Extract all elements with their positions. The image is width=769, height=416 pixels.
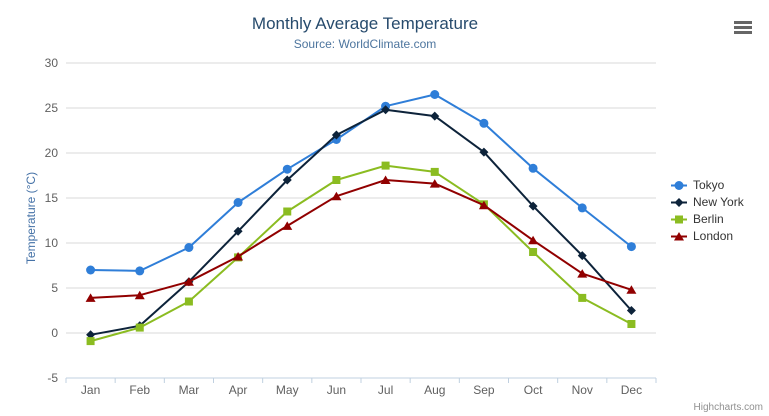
data-point-marker bbox=[529, 248, 538, 256]
data-point-marker bbox=[135, 323, 144, 332]
data-point-marker bbox=[282, 164, 292, 174]
chart-title: Monthly Average Temperature bbox=[251, 14, 479, 33]
square-legend-marker-icon bbox=[671, 215, 687, 223]
data-point-marker bbox=[674, 180, 684, 190]
data-point-marker bbox=[183, 277, 194, 286]
data-point-marker bbox=[184, 297, 193, 306]
hamburger-bar bbox=[734, 31, 752, 34]
hamburger-bar bbox=[734, 26, 752, 29]
data-point-marker bbox=[86, 337, 95, 346]
data-point-marker bbox=[134, 290, 145, 300]
x-axis-tick-label: Feb bbox=[129, 383, 151, 397]
legend-item-tokyo[interactable]: Tokyo bbox=[671, 178, 744, 192]
data-point-marker bbox=[381, 161, 390, 170]
series-line-london bbox=[89, 179, 633, 299]
circle-legend-marker-icon bbox=[671, 180, 687, 190]
diamond-legend-marker-icon bbox=[671, 197, 687, 207]
series-line-tokyo bbox=[89, 93, 633, 272]
y-axis-tick-label: 25 bbox=[44, 101, 58, 115]
data-point-marker bbox=[478, 200, 489, 210]
y-axis-tick-label: 30 bbox=[44, 56, 58, 70]
y-axis-tick-label: 15 bbox=[44, 191, 58, 205]
hamburger-bar bbox=[734, 21, 752, 24]
x-axis-tick-label: Mar bbox=[178, 383, 200, 397]
data-point-marker bbox=[577, 251, 587, 261]
x-axis-tick-label: Oct bbox=[523, 383, 543, 397]
data-point-marker bbox=[233, 226, 243, 236]
data-point-marker bbox=[86, 330, 96, 340]
data-point-marker bbox=[332, 176, 341, 184]
data-point-marker bbox=[626, 285, 637, 294]
x-axis-tick-label: Nov bbox=[571, 383, 593, 397]
data-point-marker bbox=[380, 175, 391, 184]
data-point-marker bbox=[626, 242, 636, 252]
legend-label: London bbox=[693, 229, 734, 243]
data-point-marker bbox=[479, 118, 489, 128]
legend-label: Berlin bbox=[693, 212, 724, 226]
data-point-marker bbox=[577, 203, 587, 213]
data-point-marker bbox=[675, 215, 683, 223]
data-point-marker bbox=[184, 243, 194, 252]
x-axis-tick-label: May bbox=[275, 383, 299, 397]
data-point-marker bbox=[528, 201, 538, 211]
x-axis-tick-label: Dec bbox=[620, 383, 643, 397]
x-axis-tick-label: Aug bbox=[424, 383, 446, 397]
data-point-marker bbox=[85, 293, 96, 302]
x-axis-tick-label: Jun bbox=[326, 383, 347, 397]
legend-label: New York bbox=[693, 195, 744, 209]
legend-label: Tokyo bbox=[693, 178, 725, 192]
data-point-marker bbox=[479, 147, 489, 157]
data-point-marker bbox=[577, 269, 588, 278]
data-point-marker bbox=[331, 130, 341, 140]
data-point-marker bbox=[233, 198, 243, 207]
x-axis-tick-label: Jan bbox=[80, 383, 101, 397]
data-point-marker bbox=[331, 191, 342, 201]
y-axis-tick-label: 5 bbox=[51, 281, 58, 295]
series-line-new-york bbox=[89, 108, 633, 336]
y-axis-tick-label: -5 bbox=[47, 371, 58, 385]
legend-item-new-york[interactable]: New York bbox=[671, 195, 744, 209]
data-point-marker bbox=[528, 235, 539, 245]
data-point-marker bbox=[86, 265, 96, 275]
data-point-marker bbox=[283, 207, 292, 216]
x-axis-tick-label: Sep bbox=[473, 383, 495, 397]
legend: Tokyo New York Berlin London bbox=[671, 178, 744, 246]
data-point-marker bbox=[430, 111, 440, 121]
data-point-marker bbox=[135, 266, 145, 276]
legend-item-berlin[interactable]: Berlin bbox=[671, 212, 744, 226]
data-point-marker bbox=[528, 163, 538, 173]
data-point-marker bbox=[430, 90, 440, 99]
credits-link[interactable]: Highcharts.com bbox=[693, 402, 763, 413]
data-point-marker bbox=[674, 231, 684, 240]
y-axis-tick-label: 20 bbox=[44, 146, 58, 160]
series-line-berlin bbox=[89, 164, 633, 343]
y-axis-tick-label: 10 bbox=[44, 236, 58, 250]
data-point-marker bbox=[627, 320, 636, 328]
data-point-marker bbox=[626, 306, 636, 315]
y-axis-tick-label: 0 bbox=[51, 326, 58, 340]
chart-subtitle: Source: WorldClimate.com bbox=[293, 37, 437, 51]
data-point-marker bbox=[578, 293, 587, 302]
data-point-marker bbox=[429, 179, 440, 188]
x-axis-tick-label: Apr bbox=[228, 383, 248, 397]
hamburger-icon[interactable] bbox=[734, 21, 752, 36]
triangle-legend-marker-icon bbox=[671, 231, 687, 240]
data-point-marker bbox=[282, 175, 292, 185]
data-point-marker bbox=[381, 105, 391, 115]
data-point-marker bbox=[233, 252, 244, 261]
x-axis-tick-label: Jul bbox=[377, 383, 394, 397]
data-point-marker bbox=[430, 167, 439, 176]
legend-item-london[interactable]: London bbox=[671, 229, 744, 243]
data-point-marker bbox=[282, 221, 293, 230]
data-point-marker bbox=[674, 197, 684, 207]
